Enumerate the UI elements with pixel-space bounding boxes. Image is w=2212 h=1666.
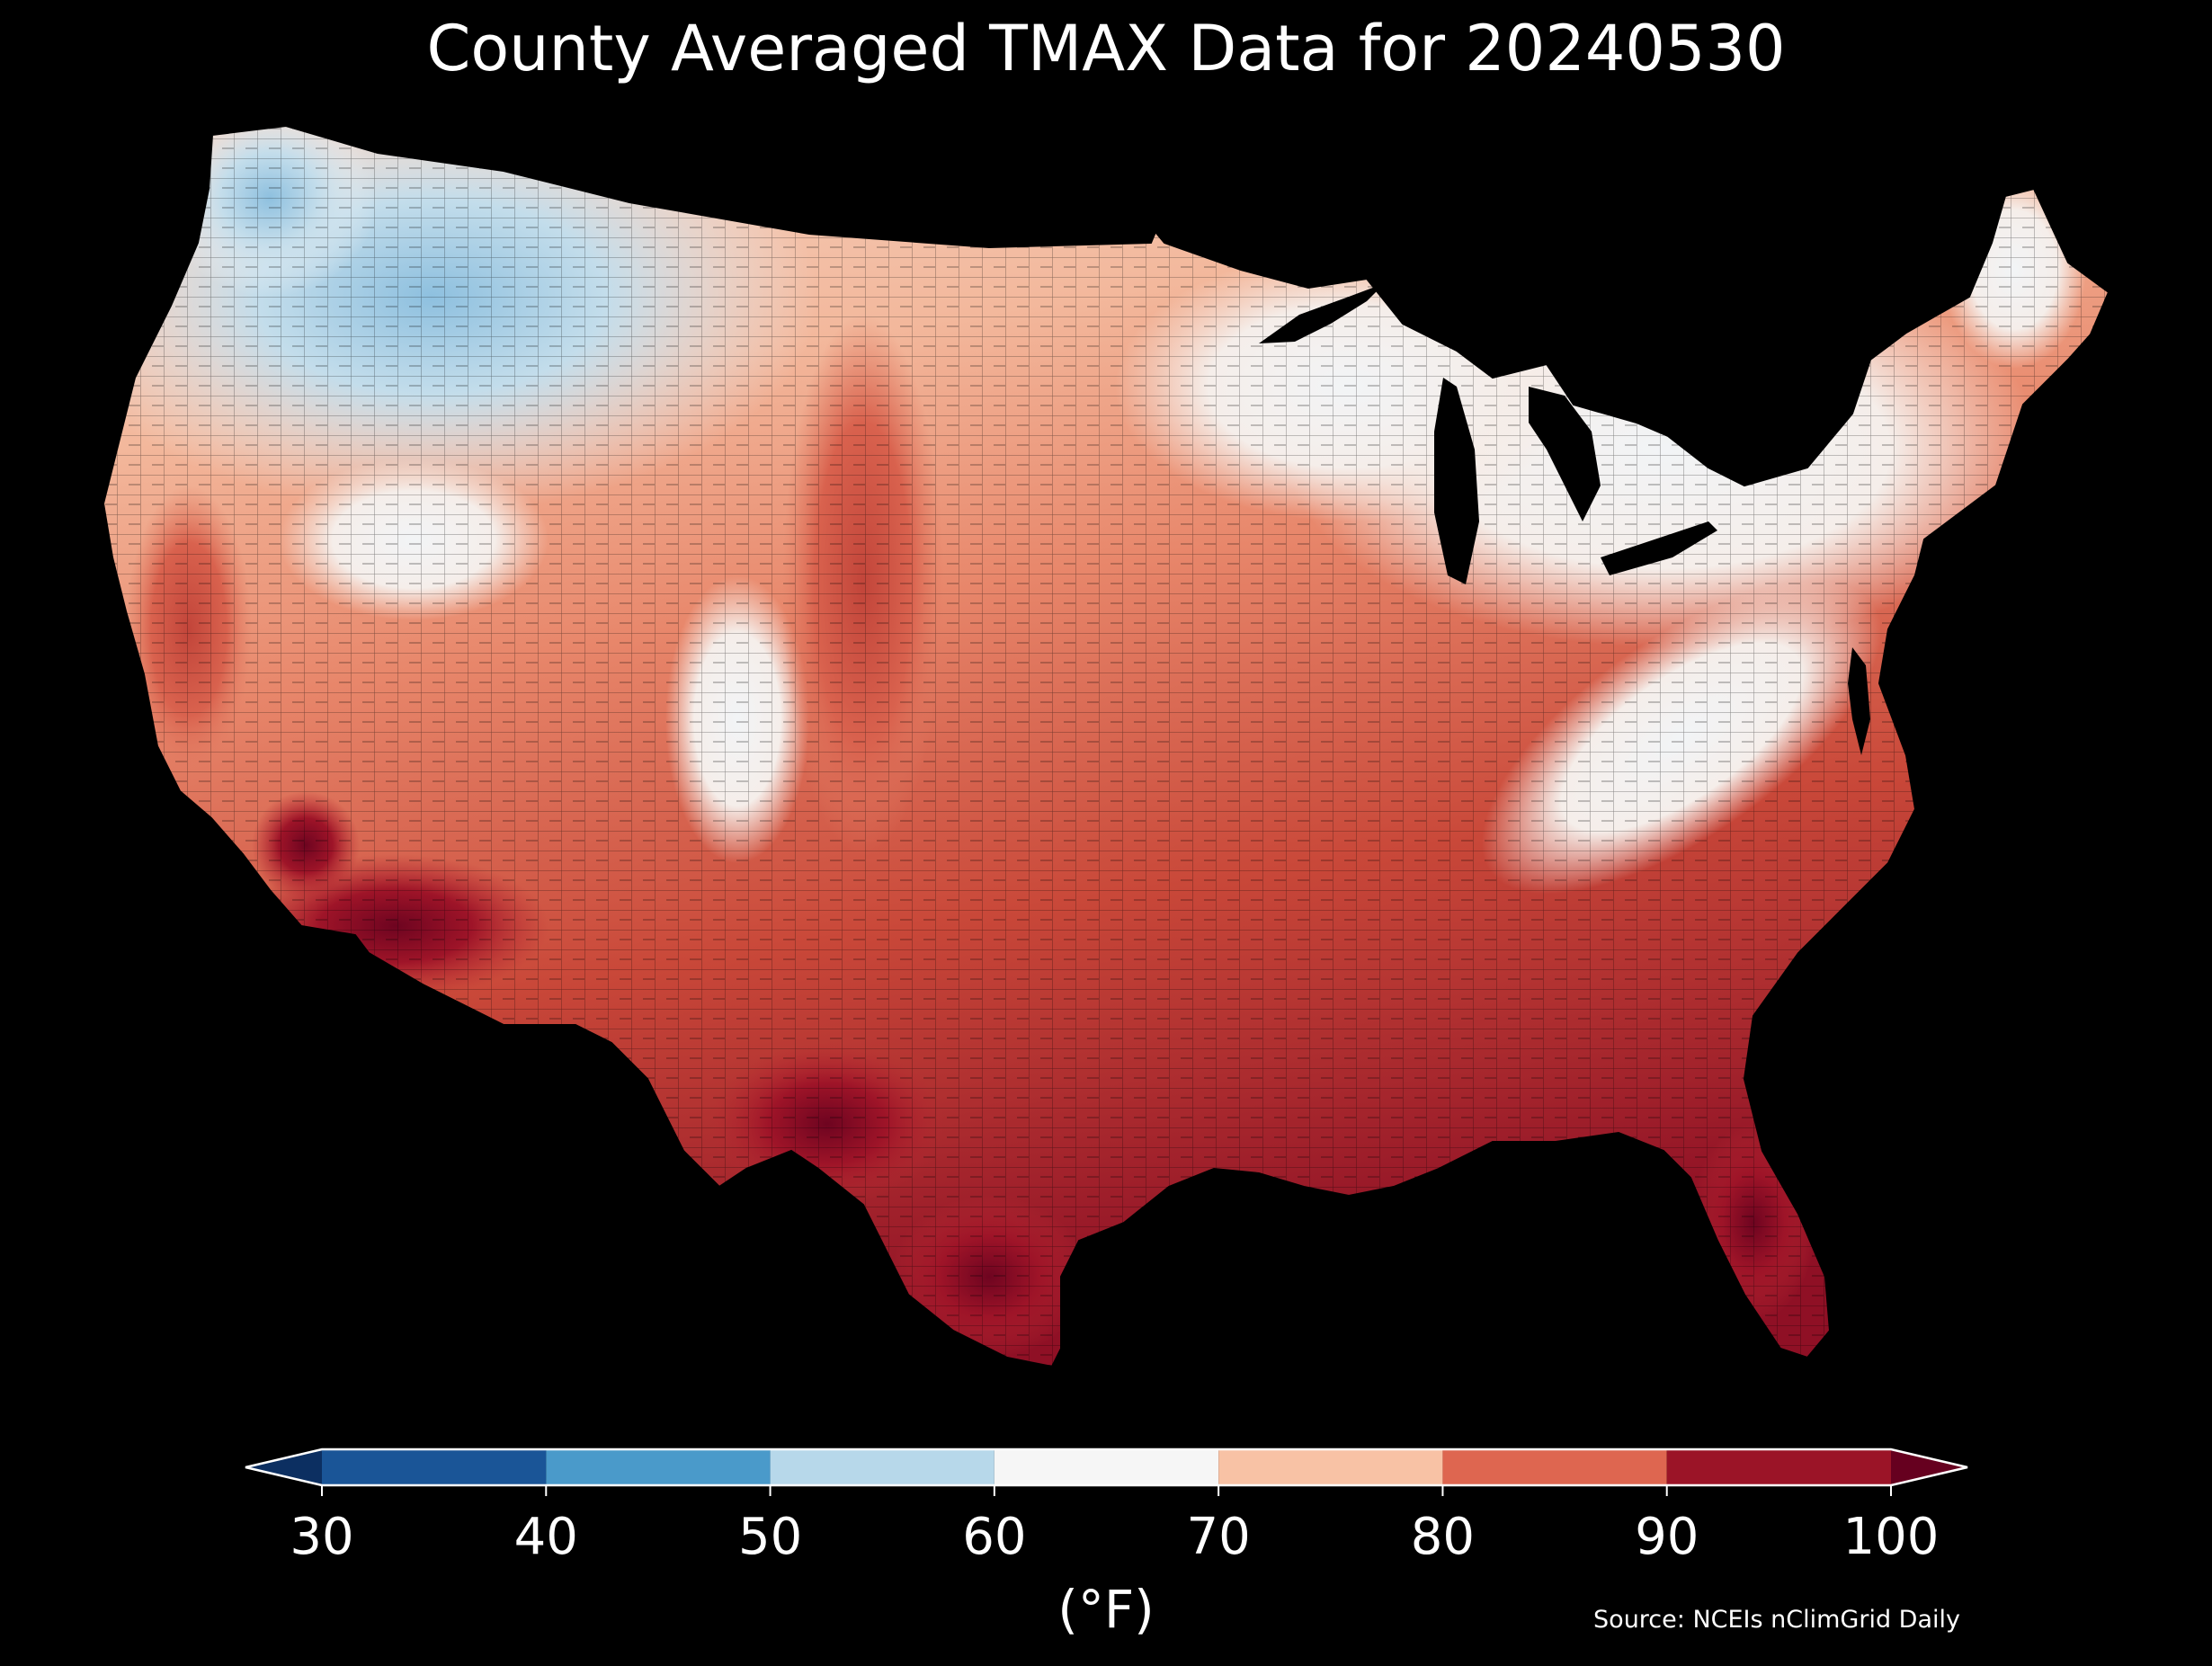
- colorbar-tick-label: 40: [514, 1508, 578, 1566]
- county-boundaries: [103, 126, 2109, 1367]
- chesapeake-bay: [1848, 647, 1870, 755]
- colorbar-bin-70-80: [1218, 1449, 1443, 1485]
- lake-erie: [1601, 521, 1717, 575]
- colorbar-bin-40-50: [546, 1449, 771, 1485]
- colorbar-tick-label: 80: [1411, 1508, 1475, 1566]
- colorbar-bin-50-60: [770, 1449, 995, 1485]
- colorbar-bin-80-90: [1442, 1449, 1667, 1485]
- colorbar-bin-60-70: [994, 1449, 1219, 1485]
- map-title: County Averaged TMAX Data for 20240530: [426, 12, 1785, 85]
- colorbar-tick-label: 30: [290, 1508, 353, 1566]
- colorbar: 30 40 50 60 70 80 90 100: [245, 1448, 1968, 1566]
- us-outline: [102, 124, 2110, 1368]
- colorbar-bin-90-100: [1666, 1449, 1891, 1485]
- colorbar-tick-label: 90: [1635, 1508, 1699, 1566]
- colorbar-tick-label: 100: [1843, 1508, 1940, 1566]
- source-label: Source: NCEIs nClimGrid Daily: [1593, 1606, 1960, 1634]
- colorbar-tick-label: 70: [1187, 1508, 1251, 1566]
- colorbar-under-extension: [245, 1449, 322, 1485]
- lake-superior: [1259, 283, 1385, 343]
- colorbar-tick-label: 50: [738, 1508, 802, 1566]
- lake-michigan: [1434, 378, 1479, 584]
- colorbar-tick-label: 60: [962, 1508, 1026, 1566]
- us-county-map: [103, 126, 2109, 1367]
- colorbar-unit-label: (°F): [1057, 1579, 1155, 1640]
- colorbar-over-extension: [1891, 1449, 1967, 1485]
- colorbar-bin-30-40: [322, 1449, 547, 1485]
- lake-huron: [1529, 387, 1601, 521]
